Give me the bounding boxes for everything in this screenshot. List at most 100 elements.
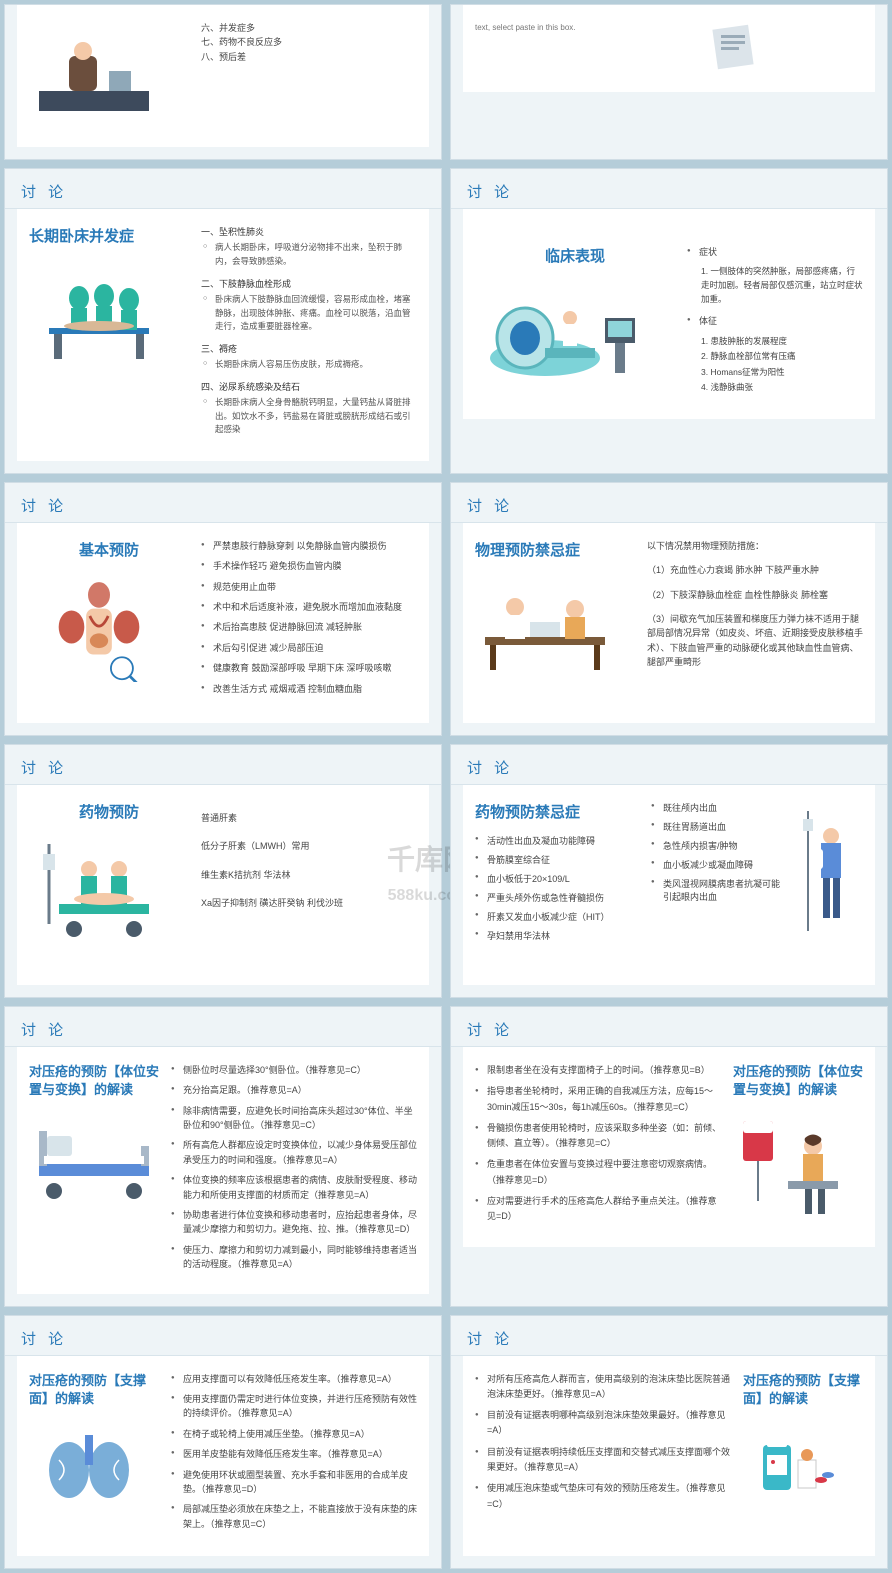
item: 六、并发症多 [201, 21, 417, 35]
slide-2-partial: text, select paste in this box. [450, 4, 888, 160]
guideline-item: 除非病情需要，应避免长时间抬高床头超过30°体位、半坐卧位和90°侧卧位。（推荐… [171, 1104, 417, 1133]
contra-item: 孕妇禁用华法林 [475, 929, 639, 942]
list-heading: 四、泌尿系统感染及结石 [201, 380, 417, 394]
guideline-item: 避免使用环状或圈型装置、充水手套和非医用的合成羊皮垫。（推荐意见=D） [171, 1468, 417, 1497]
patient-transfer-illustration [29, 834, 169, 944]
slide-10: 讨 论 限制患者坐在没有支撑面椅子上的时间。（推荐意见=B） 指导患者坐轮椅时，… [450, 1006, 888, 1307]
section-header: 讨 论 [5, 483, 441, 523]
slide-7: 讨 论 药物预防 普通肝素 低分子肝素（LM [4, 744, 442, 998]
contra-item: 类风湿视网膜病患者抗凝可能引起眼内出血 [651, 877, 781, 903]
contra-item: （2）下肢深静脉血栓症 血栓性静脉炎 肺栓塞 [647, 588, 863, 602]
hospital-bed-illustration [29, 1111, 159, 1211]
consultation-illustration [475, 572, 615, 682]
guideline-item: 目前没有证据表明哪种高级别泡沫床垫效果最好。（推荐意见=A） [475, 1408, 731, 1439]
guideline-item: 对所有压疮高危人群而言，使用高级别的泡沫床垫比医院普通泡沫床垫更好。（推荐意见=… [475, 1372, 731, 1403]
lead-text: 以下情况禁用物理预防措施： [647, 539, 863, 553]
prevention-item: 手术操作轻巧 避免损伤血管内膜 [201, 559, 417, 573]
guideline-item: 使用减压泡床垫或气垫床可有效的预防压疮发生。（推荐意见=C） [475, 1481, 731, 1512]
sign-item: 3. Homans征常为阳性 [701, 366, 863, 380]
list-item: 长期卧床病人全身骨骼脱钙明显，大量钙盐从肾脏排出。如饮水不多，钙盐易在肾脏或膀胱… [201, 396, 417, 437]
signs-heading: 体征 [687, 314, 863, 328]
item: 七、药物不良反应多 [201, 35, 417, 49]
symptom-item: 1. 一侧肢体的突然肿胀，局部感疼痛，行走时加剧。轻者局部仅感沉重，站立时症状加… [701, 265, 863, 306]
prevention-item: 改善生活方式 戒烟戒酒 控制血糖血脂 [201, 682, 417, 696]
slide-title: 长期卧床并发症 [29, 225, 189, 246]
drug-item: 普通肝素 [201, 811, 417, 825]
slide-title: 基本预防 [29, 539, 189, 560]
guideline-item: 应对需要进行手术的压疮高危人群给予重点关注。（推荐意见=D） [475, 1194, 721, 1225]
item: 八、预后差 [201, 50, 417, 64]
guideline-item: 侧卧位时尽量选择30°侧卧位。（推荐意见=C） [171, 1063, 417, 1077]
guideline-item: 体位变换的频率应该根据患者的病情、皮肤耐受程度、移动能力和所使用支撑面的材质而定… [171, 1173, 417, 1202]
guideline-item: 使压力、摩擦力和剪切力减到最小，同时能够维持患者适当的活动程度。（推荐意见=A） [171, 1243, 417, 1272]
illustration-desk [29, 21, 189, 131]
slide-title: 对压疮的预防【支撑面】的解读 [743, 1372, 863, 1408]
contra-item: 血小板减少或凝血障碍 [651, 858, 781, 871]
drug-item: Xa因子抑制剂 磺达肝癸钠 利伐沙班 [201, 896, 417, 910]
drug-item: 低分子肝素（LMWH）常用 [201, 839, 417, 853]
sign-item: 1. 患肢肿胀的发展程度 [701, 335, 863, 349]
slide-title: 药物预防 [29, 801, 189, 822]
sign-item: 4. 浅静脉曲张 [701, 381, 863, 395]
slide-title: 药物预防禁忌症 [475, 801, 639, 822]
slide-title: 临床表现 [475, 245, 675, 266]
slide-grid: 六、并发症多 七、药物不良反应多 八、预后差 text, select past… [4, 4, 888, 1569]
slide-5: 讨 论 基本预防 严禁患肢行静脉穿刺 以免静脉血管内膜损伤 手 [4, 482, 442, 736]
list-item: 长期卧床病人容易压伤皮肤，形成褥疮。 [201, 358, 417, 372]
slide-12: 讨 论 对所有压疮高危人群而言，使用高级别的泡沫床垫比医院普通泡沫床垫更好。（推… [450, 1315, 888, 1569]
section-header: 讨 论 [451, 1007, 887, 1047]
contra-item: 血小板低于20×109/L [475, 872, 639, 885]
section-header: 讨 论 [5, 745, 441, 785]
slide-title: 物理预防禁忌症 [475, 539, 635, 560]
contra-item: 骨筋膜室综合征 [475, 853, 639, 866]
guideline-item: 局部减压垫必须放在床垫之上，不能直接放于没有床垫的床架上。（推荐意见=C） [171, 1502, 417, 1531]
lungs-illustration [29, 1420, 149, 1510]
prevention-item: 术中和术后适度补液，避免脱水而增加血液黏度 [201, 600, 417, 614]
section-header: 讨 论 [451, 169, 887, 209]
blood-donation-illustration [733, 1111, 853, 1221]
guideline-item: 协助患者进行体位变换和移动患者时，应抬起患者身体，尽量减少摩擦力和剪切力。避免拖… [171, 1208, 417, 1237]
placeholder-text: text, select paste in this box. [475, 21, 691, 76]
drug-item: 维生素K拮抗剂 华法林 [201, 868, 417, 882]
section-header: 讨 论 [5, 169, 441, 209]
slide-11: 讨 论 对压疮的预防【支撑面】的解读 应用支撑面可以有效降低压疮发生率。（推荐意… [4, 1315, 442, 1569]
ct-scan-illustration [475, 278, 655, 398]
prevention-item: 术后抬高患肢 促进静脉回流 减轻肿胀 [201, 620, 417, 634]
contra-item: （1）充血性心力衰竭 肺水肿 下肢严重水肿 [647, 563, 863, 577]
guideline-item: 在椅子或轮椅上使用减压坐垫。（推荐意见=A） [171, 1427, 417, 1441]
section-header: 讨 论 [451, 1316, 887, 1356]
symptoms-heading: 症状 [687, 245, 863, 259]
slide-title: 对压疮的预防【体位安置与变换】的解读 [29, 1063, 159, 1099]
contra-item: 急性颅内损害/肿物 [651, 839, 781, 852]
medicine-illustration [743, 1420, 843, 1500]
slide-8: 讨 论 药物预防禁忌症 活动性出血及凝血功能障碍 骨筋膜室综合征 血小板低于20… [450, 744, 888, 998]
slide-title: 对压疮的预防【体位安置与变换】的解读 [733, 1063, 863, 1099]
contra-item: 活动性出血及凝血功能障碍 [475, 834, 639, 847]
guideline-item: 限制患者坐在没有支撑面椅子上的时间。（推荐意见=B） [475, 1063, 721, 1078]
contra-item: （3）间歇充气加压装置和梯度压力弹力袜不适用于腿部局部情况异常（如皮炎、坏疽、近… [647, 612, 863, 670]
slide-title: 对压疮的预防【支撑面】的解读 [29, 1372, 159, 1408]
list-item: 卧床病人下肢静脉血回流缓慢，容易形成血栓，堵塞静脉，出现肢体肿胀、疼痛。血栓可以… [201, 293, 417, 334]
contra-item: 肝素又发血小板减少症（HIT） [475, 910, 639, 923]
slide-6: 讨 论 物理预防禁忌症 以下情况禁用物理预防措施： （1）充血性心力衰竭 肺水肿… [450, 482, 888, 736]
surgery-illustration [29, 258, 169, 368]
guideline-item: 指导患者坐轮椅时，采用正确的自我减压方法，应每15～30min减压15～30s，… [475, 1084, 721, 1115]
prevention-item: 规范使用止血带 [201, 580, 417, 594]
contra-item: 既往颅内出血 [651, 801, 781, 814]
slide-9: 讨 论 对压疮的预防【体位安置与变换】的解读 侧卧位时尽量选择30°侧卧位。（推… [4, 1006, 442, 1307]
list-heading: 二、下肢静脉血栓形成 [201, 277, 417, 291]
guideline-item: 危重患者在体位安置与变换过程中要注意密切观察病情。（推荐意见=D） [475, 1157, 721, 1188]
slide-3: 讨 论 长期卧床并发症 一、坠积性肺炎 [4, 168, 442, 474]
list-heading: 一、坠积性肺炎 [201, 225, 417, 239]
section-header: 讨 论 [5, 1316, 441, 1356]
contra-item: 既往胃肠道出血 [651, 820, 781, 833]
guideline-item: 骨髓损伤患者使用轮椅时，应该采取多种坐姿（如：前倾、侧倾、直立等）。（推荐意见=… [475, 1121, 721, 1152]
guideline-item: 充分抬高足跟。（推荐意见=A） [171, 1083, 417, 1097]
anatomy-illustration [29, 572, 169, 682]
contra-item: 严重头颅外伤或急性脊髓损伤 [475, 891, 639, 904]
guideline-item: 使用支撑面仍需定时进行体位变换，并进行压疮预防有效性的持续评价。（推荐意见=A） [171, 1392, 417, 1421]
section-header: 讨 论 [451, 745, 887, 785]
section-header: 讨 论 [5, 1007, 441, 1047]
sign-item: 2. 静脉血栓部位常有压痛 [701, 350, 863, 364]
guideline-item: 医用羊皮垫能有效降低压疮发生率。（推荐意见=A） [171, 1447, 417, 1461]
